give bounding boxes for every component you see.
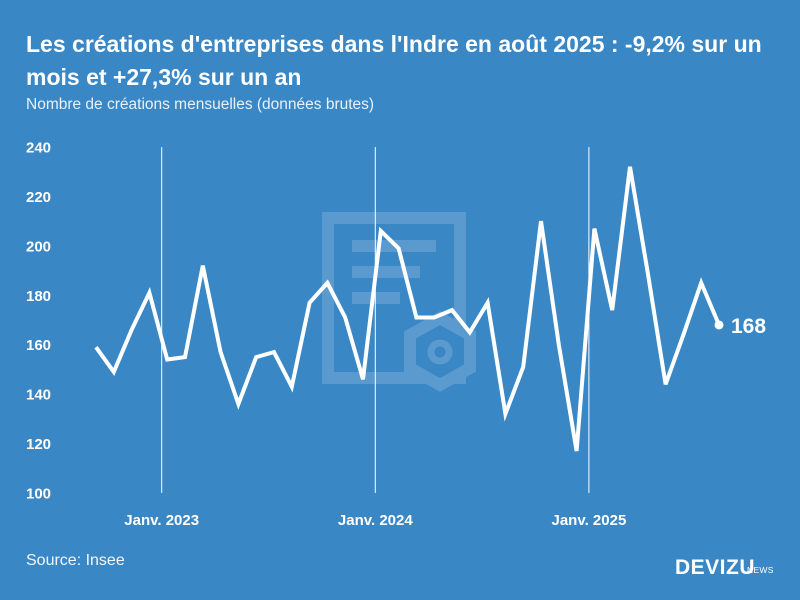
y-tick-label: 220 [26, 189, 51, 206]
y-tick-label: 100 [26, 486, 51, 503]
x-tick-label: Janv. 2023 [124, 512, 199, 529]
last-value-label: 168 [731, 315, 766, 338]
series-line [94, 166, 721, 452]
brand-logo: DEVIZU [675, 556, 756, 579]
x-tick-label: Janv. 2025 [552, 512, 627, 529]
y-tick-label: 140 [26, 387, 51, 404]
y-tick-label: 160 [26, 337, 51, 354]
source-note: Source: Insee [26, 552, 125, 569]
brand-sub-label: NEWS [747, 565, 774, 575]
y-tick-label: 200 [26, 238, 51, 255]
chart-title: Les créations d'entreprises dans l'Indre… [26, 31, 762, 90]
y-tick-label: 240 [26, 140, 51, 157]
y-tick-label: 180 [26, 288, 51, 305]
y-tick-label: 120 [26, 436, 51, 453]
last-point-marker [714, 320, 724, 330]
chart-subtitle: Nombre de créations mensuelles (données … [26, 96, 375, 113]
x-tick-label: Janv. 2024 [338, 512, 413, 529]
watermark-logo-icon [322, 212, 476, 392]
